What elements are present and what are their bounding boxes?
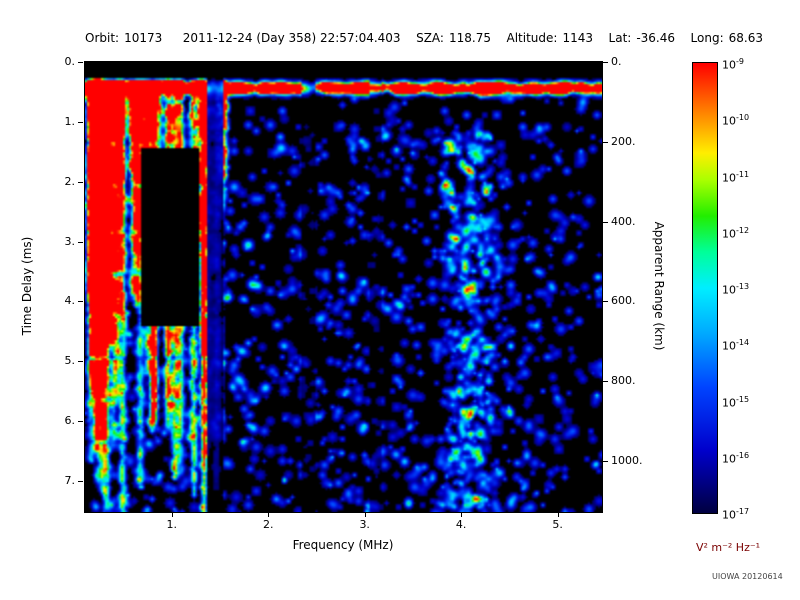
y2-tick-mark (603, 381, 608, 383)
x-tick-label: 1. (166, 518, 178, 531)
y2-axis-title: Apparent Range (km) (652, 221, 666, 351)
header-altitude: Altitude: 1143 (507, 31, 593, 45)
long-value: 68.63 (728, 31, 763, 45)
datetime-value: 2011-12-24 (Day 358) 22:57:04.403 (182, 31, 401, 45)
x-tick-label: 3. (359, 518, 370, 531)
lat-label: Lat: (608, 31, 632, 45)
colorbar-tick-label: 10-17 (722, 507, 750, 522)
x-tick-mark (171, 512, 173, 517)
y-tick-label: 1. (64, 114, 76, 128)
y-tick-label: 6. (64, 414, 76, 428)
orbit-label: Orbit: (85, 31, 120, 45)
y2-tick-label: 0. (611, 55, 622, 68)
colorbar-unit-label: V² m⁻² Hz⁻¹ (695, 541, 761, 554)
y2-tick-label: 400. (611, 214, 636, 228)
y-tick-label: 4. (64, 294, 76, 308)
y-tick-label: 0. (64, 55, 76, 68)
header-info: Orbit: 10173 2011-12-24 (Day 358) 22:57:0… (85, 31, 763, 45)
x-tick-label: 4. (455, 518, 467, 531)
header-orbit: Orbit: 10173 (85, 31, 162, 45)
y2-tick-mark (603, 301, 608, 303)
y-tick-mark (78, 481, 83, 483)
y2-tick-label: 600. (611, 294, 636, 308)
header-sza: SZA: 118.75 (416, 31, 491, 45)
y2-tick-mark (603, 221, 608, 223)
colorbar (692, 62, 718, 514)
spectrogram-canvas (85, 62, 602, 512)
sza-label: SZA: (416, 31, 444, 45)
y-tick-mark (78, 62, 83, 63)
y-tick-label: 2. (64, 174, 76, 188)
y2-tick-mark (603, 62, 608, 63)
x-tick-mark (557, 512, 559, 517)
header-long: Long: 68.63 (691, 31, 763, 45)
long-label: Long: (690, 31, 724, 45)
y-tick-label: 3. (64, 234, 76, 248)
colorbar-tick-label: 10-12 (722, 225, 750, 241)
y-tick-mark (78, 301, 83, 303)
y-tick-label: 7. (64, 474, 76, 488)
colorbar-tick-label: 10-14 (722, 338, 750, 353)
colorbar-tick-label: 10-9 (722, 57, 744, 72)
y2-tick-label: 800. (611, 374, 636, 388)
header-datetime: 2011-12-24 (Day 358) 22:57:04.403 (178, 31, 401, 45)
y2-tick-mark (603, 461, 608, 463)
x-tick-label: 5. (552, 518, 563, 531)
y-tick-mark (78, 361, 83, 363)
x-tick-mark (364, 512, 366, 517)
y-tick-label: 5. (64, 354, 76, 368)
header-lat: Lat: -36.46 (609, 31, 675, 45)
y-tick-mark (78, 241, 83, 243)
sza-value: 118.75 (448, 31, 491, 45)
y-tick-mark (78, 421, 83, 423)
y2-tick-label: 200. (611, 134, 636, 148)
colorbar-tick-label: 10-10 (722, 113, 750, 128)
orbit-value: 10173 (124, 31, 163, 45)
x-tick-label: 2. (263, 518, 274, 531)
colorbar-tick-label: 10-15 (722, 394, 750, 410)
y-axis-title: Time Delay (ms) (20, 236, 34, 336)
altitude-label: Altitude: (506, 31, 558, 45)
colorbar-tick-label: 10-11 (722, 169, 750, 185)
altitude-value: 1143 (562, 31, 593, 45)
y2-tick-label: 1000. (611, 454, 643, 468)
y2-tick-mark (603, 141, 608, 143)
y-tick-mark (78, 181, 83, 183)
credit-text: UIOWA 20120614 (712, 572, 783, 581)
colorbar-tick-label: 10-13 (722, 282, 750, 297)
x-tick-mark (268, 512, 270, 517)
x-axis-title: Frequency (MHz) (292, 538, 394, 552)
spectrogram-plot-area (84, 61, 603, 513)
x-tick-mark (461, 512, 463, 517)
colorbar-tick-label: 10-16 (722, 450, 750, 466)
y-tick-mark (78, 121, 83, 123)
lat-value: -36.46 (636, 31, 676, 45)
